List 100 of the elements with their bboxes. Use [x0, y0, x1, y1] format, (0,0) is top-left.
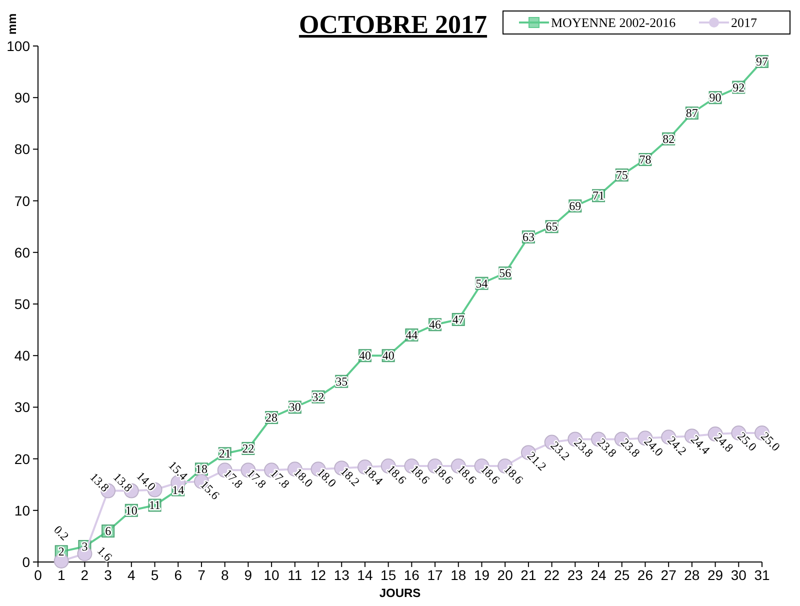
data-label: 25.0 — [734, 429, 760, 454]
data-label: 17.8 — [220, 466, 246, 492]
data-label: 1.6 — [94, 543, 115, 564]
y-axis-title: mm — [5, 13, 19, 35]
x-tick-label: 17 — [427, 567, 444, 583]
data-label: 2 — [58, 544, 64, 559]
data-label: 71 — [592, 188, 605, 203]
x-tick-label: 2 — [80, 567, 89, 583]
x-tick-label: 29 — [708, 567, 724, 583]
x-tick-label: 31 — [754, 567, 770, 583]
x-tick-label: 0 — [34, 567, 42, 583]
data-label: 13.8 — [87, 470, 112, 495]
x-tick-label: 20 — [497, 567, 514, 583]
y-tick-label: 80 — [14, 141, 30, 158]
x-tick-label: 27 — [660, 567, 677, 583]
y-tick-label: 10 — [14, 502, 30, 518]
data-label: 35 — [336, 374, 348, 388]
x-tick-label: 9 — [244, 567, 252, 583]
x-tick-label: 25 — [614, 567, 630, 583]
x-tick-label: 28 — [684, 567, 700, 583]
y-tick-label: 0 — [22, 554, 30, 570]
data-label: 46 — [429, 318, 442, 332]
x-tick-label: 7 — [198, 567, 206, 583]
y-tick-label: 50 — [14, 296, 30, 312]
data-label: 30 — [288, 400, 301, 414]
x-axis-title: JOURS — [379, 586, 421, 600]
data-label: 17.8 — [244, 466, 270, 492]
legend-label: 2017 — [731, 15, 758, 30]
data-label: 24.2 — [664, 433, 690, 458]
data-label: 44 — [406, 328, 418, 342]
x-tick-label: 3 — [104, 567, 112, 583]
x-tick-label: 23 — [567, 567, 584, 583]
data-label: 63 — [522, 230, 534, 244]
data-label: 18 — [195, 462, 208, 476]
data-label: 24.8 — [711, 430, 736, 455]
data-label: 78 — [639, 152, 652, 167]
data-label: 23.8 — [618, 435, 643, 460]
data-label: 14 — [172, 482, 184, 497]
x-tick-label: 10 — [264, 567, 280, 583]
data-label: 18.6 — [384, 462, 410, 487]
data-label: 11 — [148, 498, 161, 512]
y-tick-label: 60 — [14, 244, 30, 260]
data-label: 23.8 — [594, 435, 620, 460]
data-label: 13.8 — [110, 470, 136, 495]
data-label: 18.6 — [408, 462, 433, 487]
data-label: 24.0 — [641, 434, 666, 460]
data-label: 40 — [382, 348, 394, 363]
chart-title: OCTOBRE 2017 — [298, 10, 488, 39]
data-label: 97 — [756, 54, 768, 68]
data-label: 82 — [662, 132, 675, 146]
data-label: 18.4 — [361, 463, 386, 488]
data-label: 21.2 — [524, 448, 550, 474]
y-tick-label: 40 — [14, 348, 30, 364]
data-label: 6 — [105, 524, 112, 538]
x-tick-label: 12 — [310, 567, 326, 583]
x-tick-label: 15 — [380, 567, 396, 583]
x-tick-label: 16 — [404, 567, 420, 583]
x-tick-label: 4 — [128, 567, 136, 583]
data-label: 18.2 — [338, 464, 362, 489]
x-tick-label: 1 — [57, 567, 66, 583]
x-tick-label: 19 — [474, 567, 490, 583]
data-label: 25.0 — [758, 429, 783, 454]
data-label: 90 — [709, 90, 722, 105]
data-label: 18.6 — [501, 462, 526, 487]
data-label: 0.2 — [51, 522, 72, 544]
x-tick-label: 8 — [220, 567, 229, 583]
x-tick-label: 14 — [357, 567, 373, 583]
data-label: 18.0 — [314, 465, 340, 490]
x-tick-label: 11 — [288, 567, 302, 583]
data-label: 47 — [452, 312, 464, 326]
x-tick-label: 18 — [450, 567, 466, 583]
data-label: 15.6 — [198, 478, 222, 502]
x-tick-label: 26 — [637, 567, 654, 583]
data-label: 18.6 — [431, 462, 456, 487]
data-label: 87 — [686, 106, 698, 120]
data-label: 21 — [218, 446, 231, 461]
data-label: 3 — [82, 540, 88, 554]
data-label: 65 — [546, 220, 558, 234]
data-label: 23.2 — [548, 438, 573, 464]
data-label: 69 — [569, 198, 582, 213]
y-tick-label: 30 — [14, 399, 30, 416]
x-tick-label: 21 — [520, 567, 536, 583]
y-tick-label: 70 — [14, 192, 30, 209]
data-label: 22 — [242, 441, 254, 456]
legend-label: MOYENNE 2002-2016 — [551, 15, 676, 30]
data-label: 24.4 — [688, 432, 713, 457]
data-label: 75 — [616, 168, 628, 182]
data-label: 18.6 — [478, 462, 503, 487]
x-tick-label: 30 — [730, 567, 747, 583]
x-tick-label: 6 — [174, 567, 182, 583]
y-tick-label: 100 — [6, 38, 30, 54]
x-tick-label: 13 — [334, 567, 350, 583]
data-label: 10 — [125, 503, 138, 518]
data-label: 92 — [732, 80, 745, 94]
data-label: 54 — [476, 276, 488, 290]
data-label: 28 — [266, 410, 278, 425]
data-label: 56 — [499, 266, 512, 280]
data-label: 18.0 — [291, 465, 316, 490]
data-label: 17.8 — [268, 466, 292, 492]
data-label: 18.6 — [454, 462, 480, 487]
